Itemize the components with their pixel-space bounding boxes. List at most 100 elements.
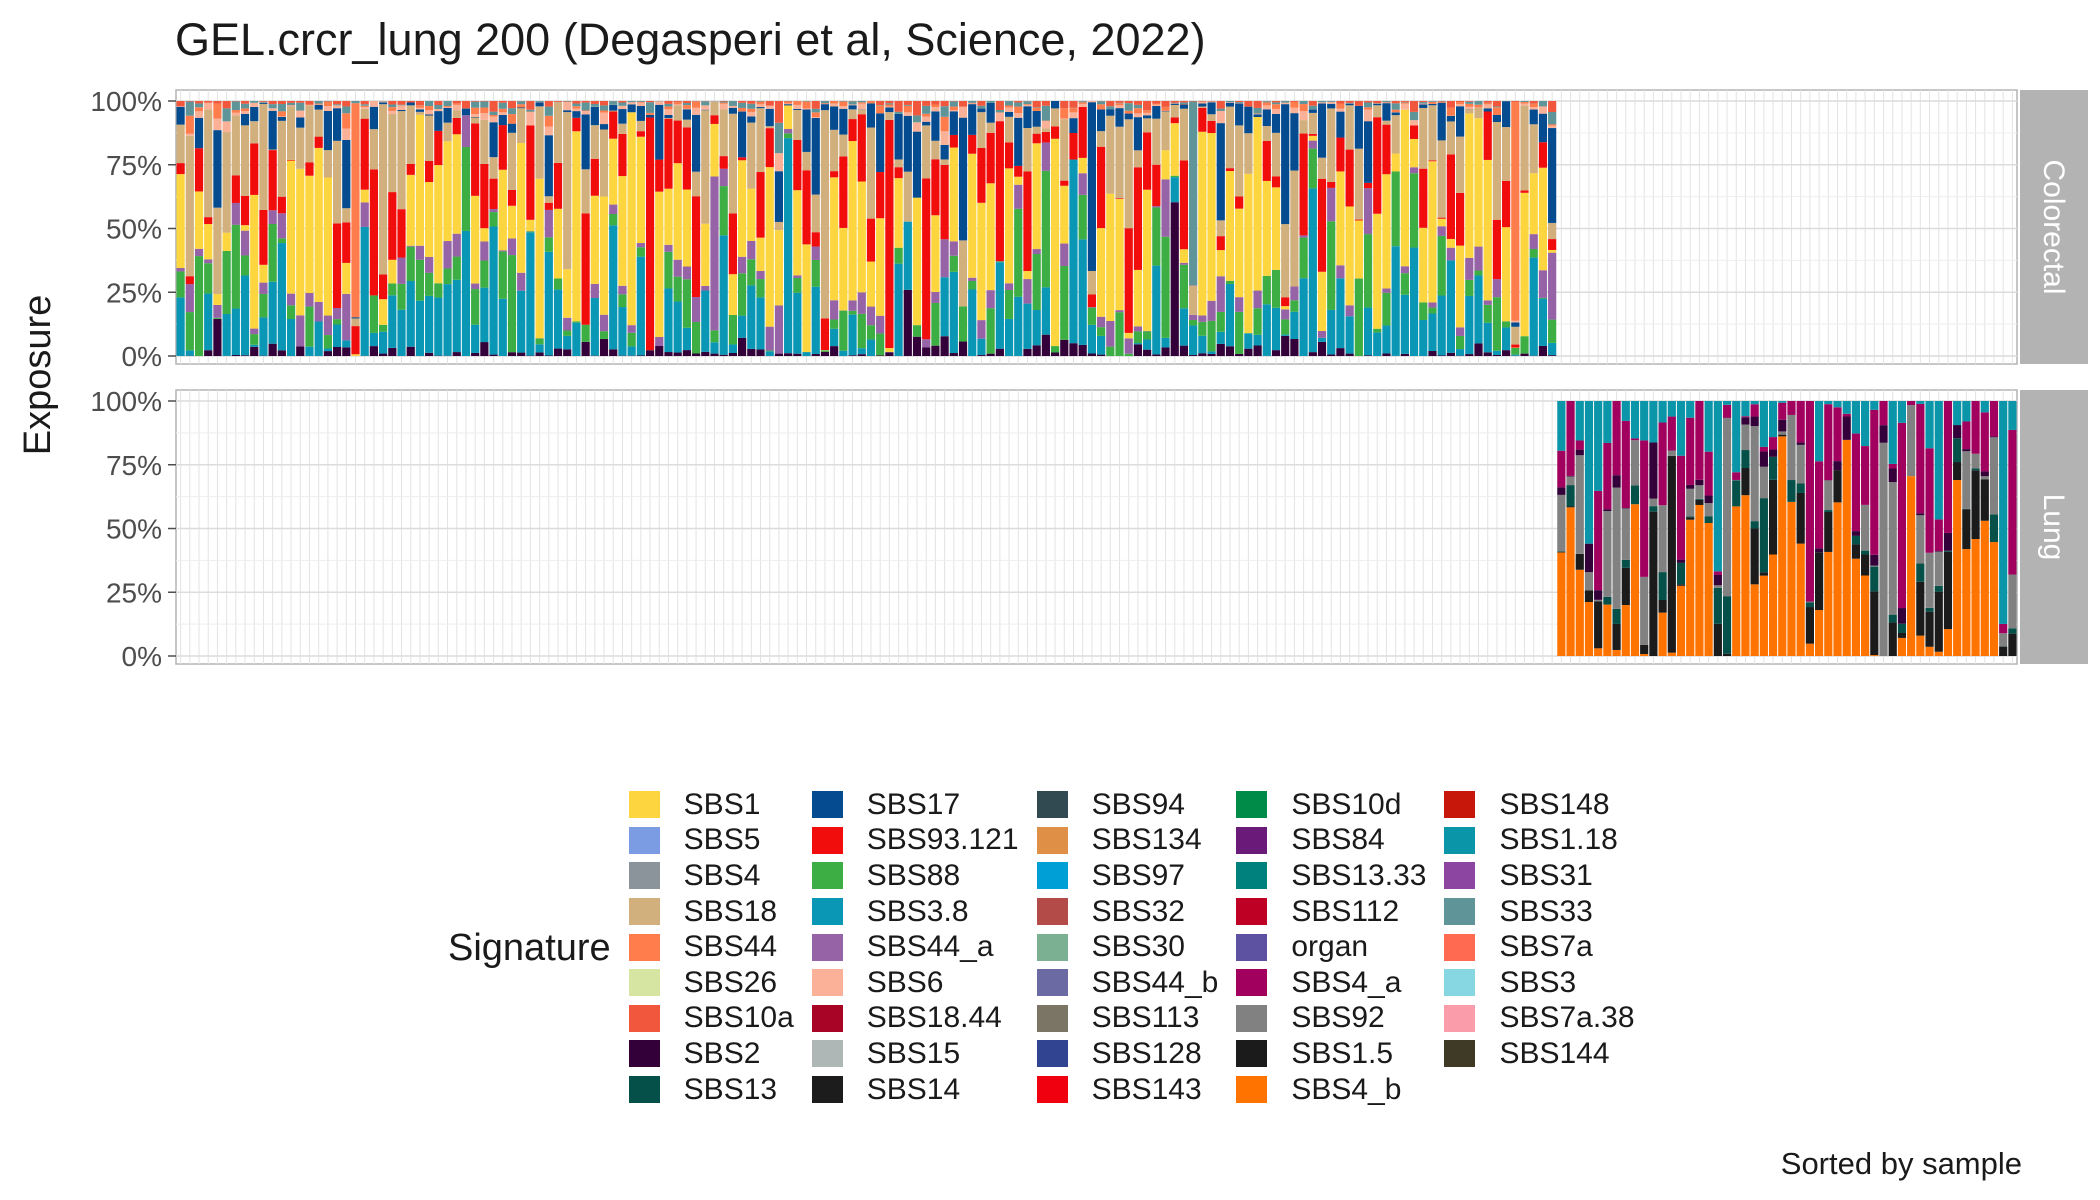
bar-segment	[240, 255, 250, 276]
bar-segment	[406, 246, 415, 282]
bar-segment	[1934, 551, 1943, 586]
bar-segment	[471, 283, 480, 290]
legend-item: SBS26	[628, 965, 794, 1001]
bar-segment	[231, 308, 240, 355]
bar-segment	[1133, 343, 1143, 345]
bar-segment	[1529, 124, 1538, 174]
bar-segment	[1198, 315, 1207, 322]
bar-segment	[1253, 114, 1262, 117]
bar-segment	[848, 105, 857, 110]
bar-segment	[1520, 105, 1529, 191]
bar-segment	[1262, 101, 1271, 103]
bar-segment	[1262, 140, 1271, 181]
bar-segment	[277, 116, 286, 121]
bar-segment	[958, 306, 968, 342]
bar-segment	[968, 134, 977, 154]
bar-segment	[1317, 271, 1327, 331]
bar-segment	[406, 101, 415, 103]
bar-segment	[968, 280, 977, 290]
bar-segment	[1115, 198, 1124, 200]
bar-segment	[526, 232, 535, 356]
bar-segment	[1888, 463, 1897, 469]
legend-item: SBS1.18	[1444, 823, 1634, 859]
bar-segment	[526, 112, 535, 126]
bar-segment	[1971, 468, 1980, 471]
legend-item: SBS148	[1444, 787, 1634, 823]
bar-segment	[1363, 188, 1373, 235]
bar-segment	[332, 319, 342, 325]
bar-segment	[1566, 485, 1575, 507]
legend-swatch	[1036, 1076, 1068, 1104]
bar-segment	[691, 107, 701, 115]
bar-segment	[728, 107, 738, 114]
bar-segment	[599, 124, 609, 130]
bar-segment	[489, 212, 498, 227]
bar-segment	[839, 106, 848, 109]
bar-segment	[940, 336, 949, 356]
bar-segment	[369, 346, 379, 356]
bar-segment	[388, 113, 397, 193]
bar-segment	[885, 119, 894, 349]
bar-segment	[1667, 450, 1676, 456]
bar-segment	[489, 122, 498, 158]
legend-item: SBS30	[1036, 929, 1219, 965]
bar-segment	[1980, 471, 1989, 477]
bar-segment	[912, 131, 922, 198]
bar-segment	[1980, 401, 1989, 413]
bar-segment	[1474, 343, 1483, 356]
y-tick-label: 75%	[106, 150, 162, 181]
bar-segment	[958, 240, 968, 307]
bar-segment	[885, 352, 894, 356]
bar-segment	[1538, 167, 1548, 271]
legend-label: SBS30	[1091, 930, 1185, 964]
bar-segment	[535, 106, 544, 179]
bar-segment	[1253, 107, 1262, 114]
bar-segment	[1281, 101, 1290, 103]
legend-swatch	[811, 826, 843, 854]
bar-segment	[1649, 506, 1658, 512]
bar-segment	[1999, 401, 2008, 624]
bar-segment	[1704, 401, 1713, 452]
bar-segment	[415, 101, 425, 106]
legend-item: SBS32	[1036, 894, 1219, 930]
bar-segment	[526, 231, 535, 233]
bar-segment	[1594, 490, 1603, 591]
bar-segment	[1603, 401, 1612, 443]
bar-segment	[1069, 108, 1078, 113]
bar-segment	[1050, 346, 1060, 353]
bar-segment	[655, 191, 664, 338]
bar-segment	[636, 136, 645, 244]
legend-label: SBS13	[683, 1072, 778, 1106]
bar-segment	[489, 111, 498, 116]
bar-segment	[461, 101, 471, 109]
y-tick-label: 25%	[106, 277, 162, 308]
bar-segment	[213, 304, 222, 318]
bar-segment	[535, 101, 544, 102]
legend-item: SBS10a	[628, 1001, 794, 1037]
bar-segment	[1502, 127, 1511, 181]
bar-segment	[1437, 226, 1446, 236]
bar-segment	[194, 117, 204, 149]
bar-segment	[1382, 124, 1391, 175]
bar-segment	[1584, 590, 1594, 603]
bar-segment	[1299, 104, 1308, 111]
bar-segment	[848, 119, 857, 142]
bar-segment	[1925, 611, 1934, 647]
facet-panel: 0%25%50%75%100%Lung	[90, 386, 2088, 672]
bar-segment	[1327, 354, 1336, 356]
bar-segment	[415, 105, 425, 108]
bar-segment	[360, 101, 369, 105]
bar-segment	[1455, 101, 1465, 103]
bar-segment	[1179, 345, 1189, 356]
bar-segment	[1281, 334, 1290, 336]
bar-segment	[618, 101, 627, 103]
bar-segment	[1207, 133, 1216, 301]
bar-segment	[1308, 133, 1317, 136]
bar-segment	[636, 355, 645, 356]
bar-segment	[636, 101, 645, 103]
bar-segment	[1897, 637, 1907, 656]
legend-label: SBS4_a	[1291, 965, 1402, 999]
bar-segment	[194, 148, 204, 192]
bar-segment	[1133, 104, 1143, 109]
